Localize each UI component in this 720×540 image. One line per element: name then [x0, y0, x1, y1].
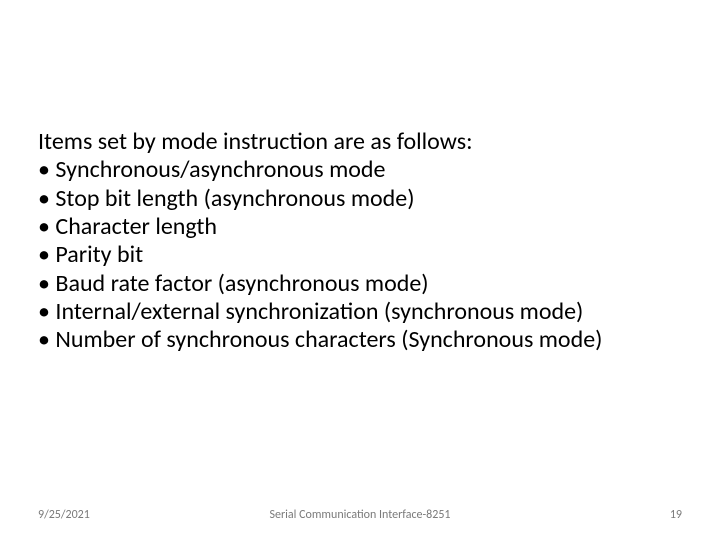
footer-page-number: 19	[670, 508, 682, 522]
list-item: Internal/external synchronization (synch…	[38, 298, 682, 326]
list-item: Number of synchronous characters (Synchr…	[38, 326, 682, 354]
bullet-list: Synchronous/asynchronous mode Stop bit l…	[38, 156, 682, 354]
list-item: Synchronous/asynchronous mode	[38, 156, 682, 184]
slide: Items set by mode instruction are as fol…	[0, 0, 720, 540]
list-item: Baud rate factor (asynchronous mode)	[38, 270, 682, 298]
footer-title: Serial Communication Interface-8251	[269, 508, 450, 522]
footer-date: 9/25/2021	[38, 508, 90, 522]
content-block: Items set by mode instruction are as fol…	[38, 128, 682, 355]
list-item: Character length	[38, 213, 682, 241]
list-item: Parity bit	[38, 241, 682, 269]
footer: 9/25/2021 Serial Communication Interface…	[38, 508, 682, 522]
intro-text: Items set by mode instruction are as fol…	[38, 128, 682, 156]
list-item: Stop bit length (asynchronous mode)	[38, 185, 682, 213]
